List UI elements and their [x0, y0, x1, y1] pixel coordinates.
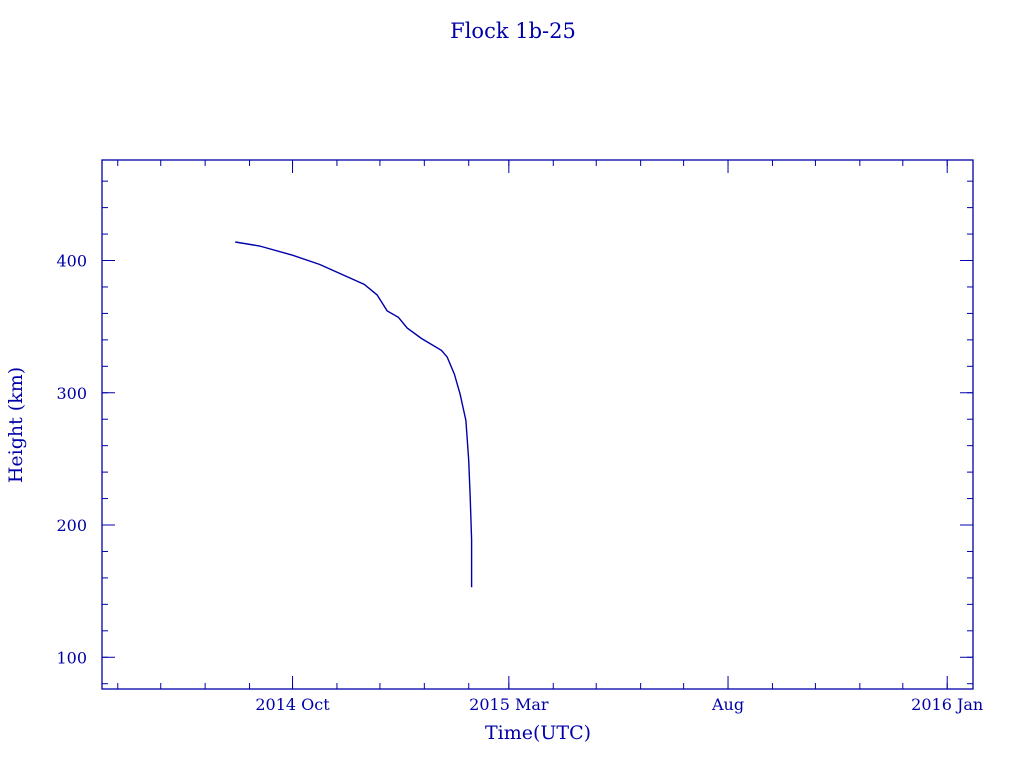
x-axis-label: Time(UTC) — [485, 722, 591, 744]
plot-frame — [101, 159, 974, 690]
series-line — [235, 241, 473, 588]
y-axis-label: Height (km) — [5, 367, 27, 483]
x-tick-label: 2014 Oct — [255, 695, 330, 714]
chart-title: Flock 1b-25 — [450, 19, 576, 43]
x-tick-label: Aug — [711, 695, 744, 714]
y-tick-label: 100 — [56, 648, 87, 667]
y-tick-label: 200 — [56, 516, 87, 535]
y-tick-label: 400 — [56, 252, 87, 271]
x-tick-label: 2016 Jan — [911, 695, 983, 714]
x-tick-label: 2015 Mar — [469, 695, 549, 714]
y-tick-label: 300 — [56, 384, 87, 403]
